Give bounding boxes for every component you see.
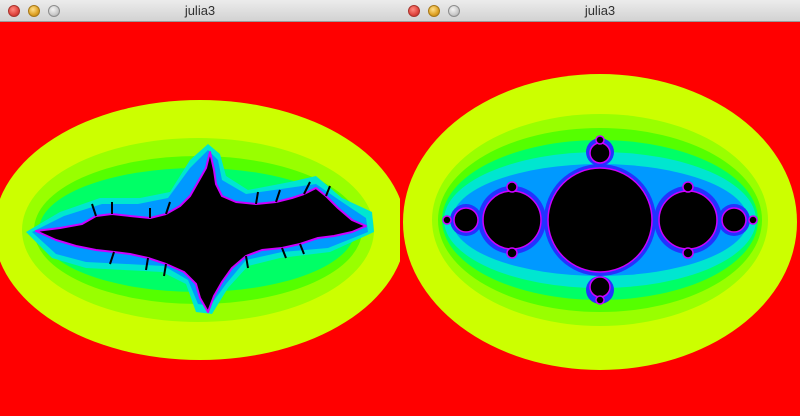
julia-set [442,135,758,305]
window-title: julia3 [184,3,216,18]
fractal-canvas[interactable] [0,22,400,416]
julia-window-right: julia3 [400,0,800,416]
dendrite-branches [91,181,331,277]
close-button[interactable] [8,5,20,17]
zoom-button[interactable] [448,5,460,17]
julia-window-left: julia3 [0,0,400,416]
title-bar[interactable]: julia3 [0,0,400,22]
minimize-button[interactable] [28,5,40,17]
minimize-button[interactable] [428,5,440,17]
julia-dendrite-render [0,100,400,360]
fractal-canvas[interactable] [400,22,800,416]
window-title: julia3 [584,3,616,18]
close-button[interactable] [408,5,420,17]
julia-set [35,151,367,313]
julia-basilica-render [403,74,797,370]
zoom-button[interactable] [48,5,60,17]
title-bar[interactable]: julia3 [400,0,800,22]
